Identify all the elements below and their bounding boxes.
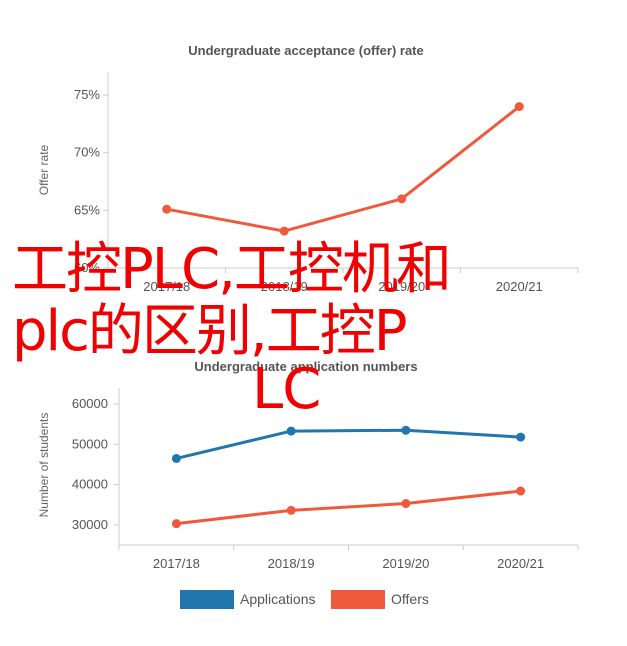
application-numbers-chart: Undergraduate application numbers Number… [37,359,579,609]
series-line [166,105,521,233]
offer-rate-y-axis-label: Offer rate [37,144,51,195]
x-tick-label: 2017/18 [153,556,200,571]
data-point[interactable] [397,194,407,204]
data-point[interactable] [514,102,524,112]
data-point[interactable] [162,204,172,214]
y-tick-label: 50000 [72,436,108,451]
legend-label[interactable]: Offers [391,591,429,607]
y-tick-label: 40000 [72,477,108,492]
data-point[interactable] [401,499,411,509]
data-point[interactable] [401,425,411,435]
y-tick-label: 60000 [72,396,108,411]
y-tick-label: 60% [74,260,100,275]
y-tick-label: 65% [74,202,100,217]
legend-label[interactable]: Applications [240,591,316,607]
x-tick-label: 2019/20 [382,556,429,571]
data-point[interactable] [171,453,181,463]
x-tick-label: 2018/19 [268,556,315,571]
data-point[interactable] [516,432,526,442]
data-point[interactable] [171,519,181,529]
data-point[interactable] [279,226,289,236]
offer-rate-chart: Undergraduate acceptance (offer) rate Of… [37,43,579,294]
y-tick-label: 30000 [72,517,108,532]
application-numbers-y-axis-label: Number of students [37,413,51,518]
data-point[interactable] [286,426,296,436]
x-tick-label: 2019/20 [378,279,425,294]
series-line [176,489,521,526]
legend-swatch [331,590,385,609]
data-point[interactable] [286,505,296,515]
application-numbers-chart-title: Undergraduate application numbers [194,359,417,374]
offer-rate-chart-title: Undergraduate acceptance (offer) rate [188,43,424,58]
x-tick-label: 2020/21 [496,279,543,294]
x-tick-label: 2017/18 [143,279,190,294]
series-line [176,428,521,460]
y-tick-label: 70% [74,145,100,160]
x-tick-label: 2020/21 [497,556,544,571]
data-point[interactable] [516,486,526,496]
x-tick-label: 2018/19 [261,279,308,294]
legend-swatch [180,590,234,609]
y-tick-label: 75% [74,87,100,102]
